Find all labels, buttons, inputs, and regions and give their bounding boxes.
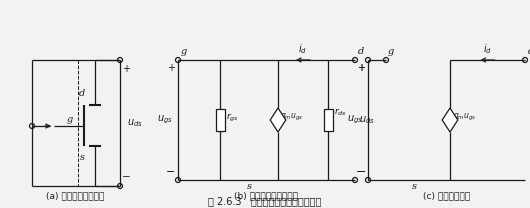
Text: g: g <box>181 47 187 56</box>
Text: s: s <box>411 182 417 191</box>
Text: (c) 简化等效电路: (c) 简化等效电路 <box>423 191 470 200</box>
Text: $i_d$: $i_d$ <box>483 42 492 56</box>
Text: −: − <box>122 172 131 182</box>
Text: d: d <box>79 89 85 98</box>
Text: −: − <box>356 167 365 177</box>
Text: $u_{gs}$: $u_{gs}$ <box>157 114 173 126</box>
Text: −: − <box>165 167 175 177</box>
Text: +: + <box>357 63 365 73</box>
Text: +: + <box>122 64 130 74</box>
Text: (b) 低频小信号等效电路: (b) 低频小信号等效电路 <box>234 191 298 200</box>
Text: d: d <box>358 47 364 56</box>
Text: s: s <box>246 182 252 191</box>
Text: +: + <box>357 63 365 73</box>
Text: $r_{ds}$: $r_{ds}$ <box>334 106 347 118</box>
Text: (a) 场效应管共源接法: (a) 场效应管共源接法 <box>46 191 104 200</box>
Text: $g_m u_{gs}$: $g_m u_{gs}$ <box>280 111 303 123</box>
Text: 图 2.6.3   场效应管及其微变等效电路: 图 2.6.3 场效应管及其微变等效电路 <box>208 196 322 206</box>
Text: $u_{ds}$: $u_{ds}$ <box>127 117 143 129</box>
Polygon shape <box>270 108 286 132</box>
Text: d: d <box>528 47 530 56</box>
Polygon shape <box>442 108 458 132</box>
Text: $u_{gs}$: $u_{gs}$ <box>347 114 363 126</box>
Text: g: g <box>388 47 394 56</box>
Text: −: − <box>357 167 366 177</box>
Text: $u_{ds}$: $u_{ds}$ <box>359 114 375 126</box>
Text: $r_{gs}$: $r_{gs}$ <box>226 112 239 124</box>
Bar <box>323 109 332 131</box>
Text: g: g <box>67 115 73 124</box>
Text: $g_m u_{gs}$: $g_m u_{gs}$ <box>453 111 476 123</box>
Text: $i_d$: $i_d$ <box>298 42 307 56</box>
Bar <box>216 109 225 131</box>
Text: s: s <box>80 153 84 162</box>
Text: +: + <box>167 63 175 73</box>
